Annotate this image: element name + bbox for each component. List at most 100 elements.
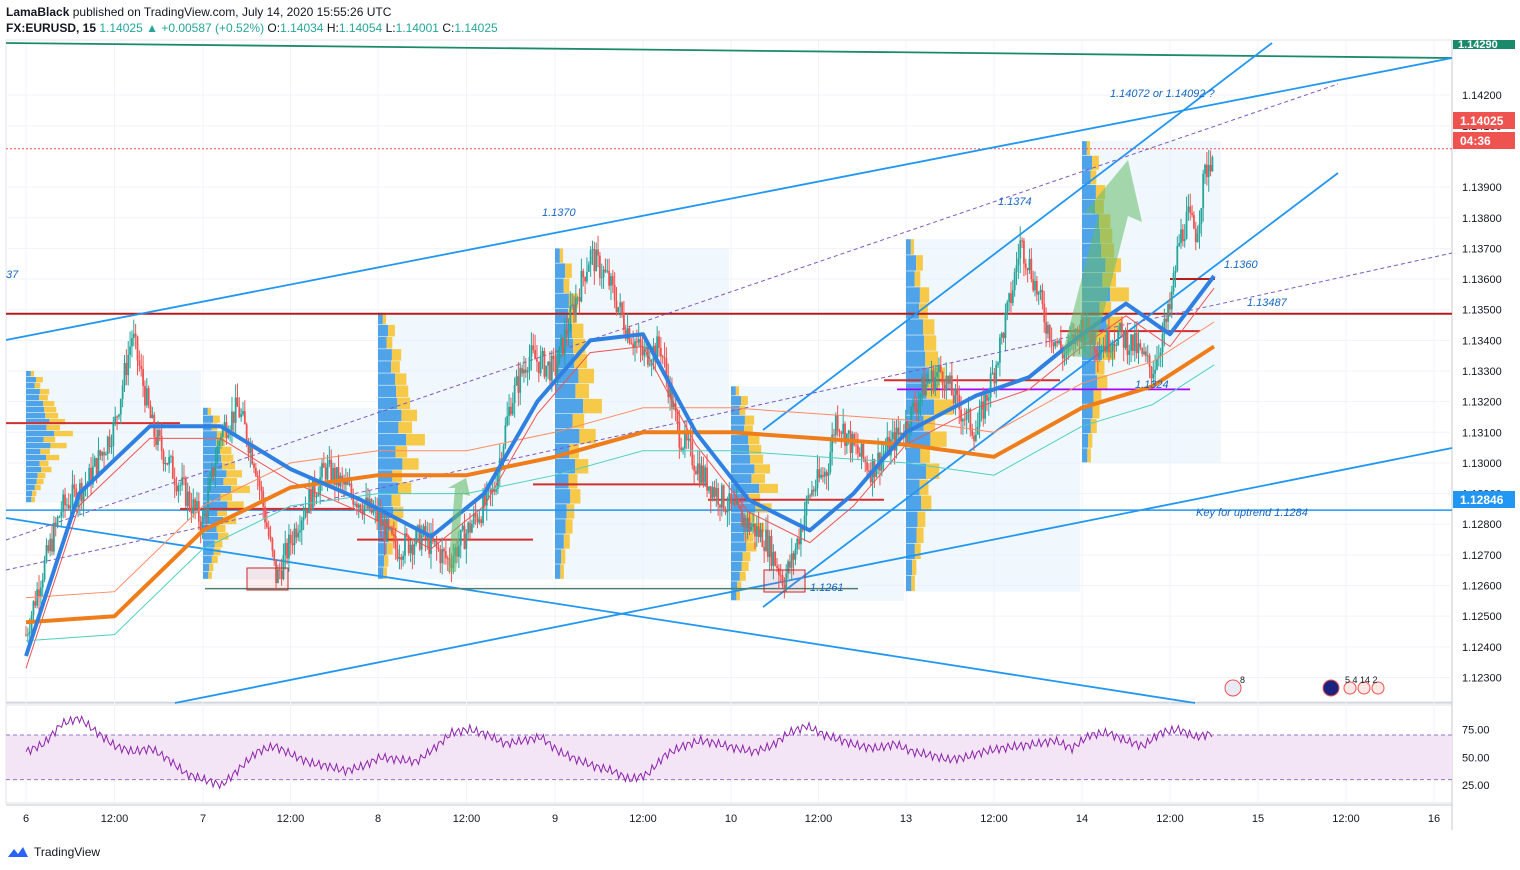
close-value: 1.14025 (454, 21, 498, 35)
volume-bar-up (555, 248, 560, 263)
candle-body (805, 498, 808, 516)
tradingview-brand[interactable]: TradingView (34, 845, 101, 859)
candle-body (574, 298, 577, 316)
candle-body (895, 427, 898, 451)
candle-body (1165, 318, 1168, 322)
candle-body (108, 436, 111, 448)
economic-events[interactable]: 8 5 4 14 2 (1224, 675, 1385, 697)
candle-body (93, 458, 96, 467)
volume-bar-up (378, 530, 389, 543)
volume-bar-up (1082, 448, 1088, 463)
us-flag-icon[interactable] (1224, 679, 1242, 697)
open-value: 1.14034 (280, 21, 324, 35)
dashed-trend-line-2[interactable] (5, 252, 1453, 571)
candle-body (1198, 224, 1201, 234)
candle-body (748, 517, 751, 531)
candle-body (474, 513, 477, 517)
candle-body (939, 365, 942, 372)
price-tick-label: 1.12500 (1462, 611, 1502, 623)
low-value: 1.14001 (395, 21, 439, 35)
candle-body (118, 414, 120, 417)
volume-bar-up (906, 559, 913, 576)
annotation-1324: 1.1324 (1135, 379, 1169, 391)
candle-body (428, 533, 431, 554)
candle-body (265, 522, 268, 528)
candle-body (976, 426, 979, 435)
volume-bar-down (46, 424, 61, 431)
candle-body (626, 328, 629, 339)
volume-bar-down (572, 323, 584, 339)
volume-bar-up (26, 442, 51, 449)
candle-body (598, 255, 601, 278)
candle-body (97, 450, 100, 475)
drawing-lines[interactable] (5, 42, 1453, 704)
candle-body (415, 529, 418, 545)
candle-body (893, 432, 896, 451)
candle-body (1124, 331, 1127, 348)
channel-upper-line[interactable] (5, 57, 1453, 341)
candle-body (619, 302, 622, 308)
candle-body (524, 369, 527, 373)
candle-body (866, 462, 868, 471)
candle-body (759, 529, 762, 538)
candle-body (330, 459, 333, 484)
candle-body (385, 519, 388, 541)
event-flag-icon-3[interactable] (1371, 681, 1385, 695)
candle-body (949, 375, 951, 384)
candle-body (247, 442, 250, 454)
candle-body (400, 557, 403, 560)
candle-body (1021, 240, 1023, 242)
green-resistance-line[interactable] (5, 42, 1453, 59)
low-box-1 (246, 567, 289, 591)
volume-bar-up (731, 435, 749, 445)
candle-body (183, 477, 185, 479)
key-level-label: 1.12846 (1460, 493, 1504, 507)
volume-bar-up (731, 513, 746, 523)
descending-line[interactable] (5, 517, 1196, 704)
countdown-badge (1453, 132, 1515, 149)
candle-body (470, 524, 473, 533)
candle-body (869, 471, 872, 483)
candle-body (945, 375, 948, 391)
volume-bar-down (36, 376, 43, 383)
candle-body (997, 362, 999, 365)
candle-body (179, 485, 182, 487)
ma-line-thin-red (25, 287, 1215, 669)
candle-body (1096, 352, 1099, 357)
candle-body (405, 533, 408, 537)
volume-bar-down (396, 385, 409, 398)
volume-bar-up (555, 489, 571, 504)
candle-body (1100, 351, 1103, 353)
channel-up-upper[interactable] (762, 42, 1273, 431)
eu-flag-icon[interactable] (1322, 679, 1340, 697)
candle-body (606, 270, 609, 272)
symbol-label[interactable]: FX:EURUSD, 15 (6, 21, 97, 35)
tradingview-logo-icon[interactable] (6, 845, 30, 859)
event-flag-icon[interactable] (1343, 681, 1357, 695)
candle-body (1035, 280, 1038, 295)
volume-bar-up (378, 349, 392, 361)
candle-body (1148, 355, 1151, 367)
volume-bar-down (39, 394, 48, 401)
published-text: published on TradingView.com, July 14, 2… (72, 5, 392, 19)
candle-body (576, 297, 579, 299)
volume-bar-down (220, 493, 233, 501)
candle-body (260, 486, 263, 491)
ohlc-line: FX:EURUSD, 15 1.14025 ▲ +0.00587 (+0.52%… (6, 20, 1446, 36)
volume-bar-up (731, 522, 751, 532)
long-support-line[interactable] (174, 447, 1453, 704)
candle-body (998, 337, 1001, 363)
candle-body (923, 377, 926, 396)
candle-body (777, 568, 780, 576)
event-flag-icon-2[interactable] (1357, 681, 1371, 695)
volume-bar-up (731, 464, 755, 474)
dashed-trend-line-1[interactable] (5, 83, 1339, 541)
author-name[interactable]: LamaBlack (6, 5, 70, 19)
candle-body (192, 499, 195, 514)
candle-body (433, 541, 436, 543)
volume-bar-down (572, 413, 585, 429)
candle-body (461, 525, 464, 530)
candle-body (695, 470, 697, 474)
volume-bar-down (395, 446, 408, 458)
